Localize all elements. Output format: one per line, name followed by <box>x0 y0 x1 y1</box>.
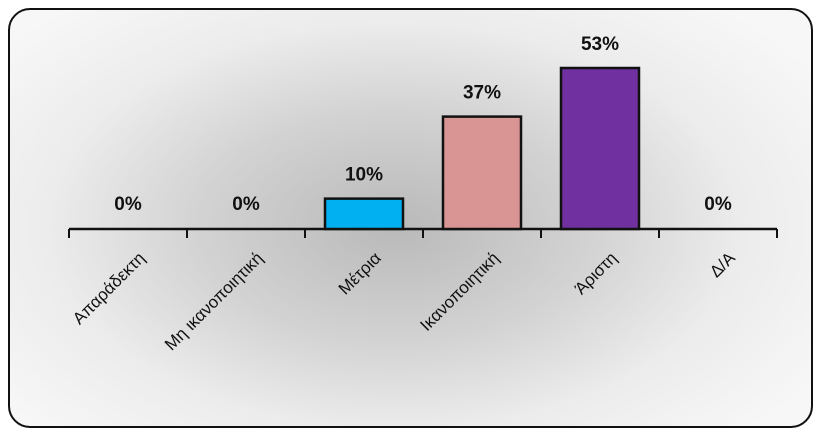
x-tick-label: Ικανοποιητική <box>416 248 502 334</box>
bar <box>441 115 523 231</box>
bar-chart: 0% Απαράδεκτη 0% Μη ικανοποιητική 10% Μέτρια 3… <box>68 34 778 354</box>
x-tick-label: Άριστη <box>571 248 621 298</box>
data-label: 0% <box>232 194 260 215</box>
x-tick-label: Μέτρια <box>335 248 385 298</box>
x-tick-label: Δ/Α <box>706 248 739 281</box>
x-tick-label: Απαράδεκτη <box>69 248 149 328</box>
data-label: 37% <box>463 83 501 104</box>
bar <box>323 197 405 231</box>
data-label: 10% <box>345 165 383 186</box>
chart-frame: 0% Απαράδεκτη 0% Μη ικανοποιητική 10% Μέτρια 3… <box>8 8 813 428</box>
data-label: 53% <box>581 34 619 55</box>
bar <box>559 66 641 231</box>
x-tick-label: Μη ικανοποιητική <box>161 248 267 354</box>
data-label: 0% <box>704 194 732 215</box>
data-label: 0% <box>114 194 142 215</box>
